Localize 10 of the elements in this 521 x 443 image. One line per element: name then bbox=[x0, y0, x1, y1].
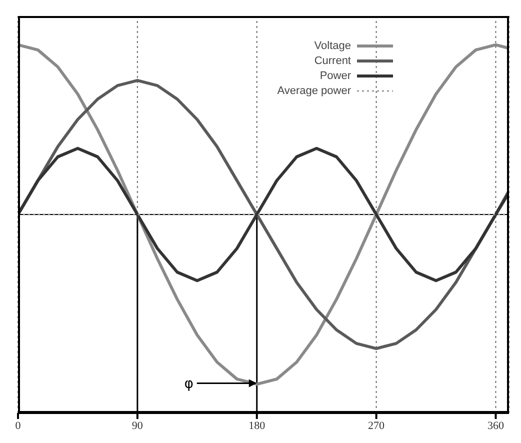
x-tick-label: 270 bbox=[368, 420, 386, 432]
x-tick-label: 90 bbox=[132, 420, 144, 432]
legend-label: Voltage bbox=[314, 40, 351, 52]
x-tick-label: 180 bbox=[248, 420, 266, 432]
legend-label: Current bbox=[314, 54, 351, 66]
x-tick-label: 0 bbox=[15, 420, 22, 432]
x-tick-label: 360 bbox=[487, 420, 504, 432]
legend-label: Power bbox=[320, 70, 351, 82]
annotation: φ bbox=[184, 376, 194, 392]
legend-label: Average power bbox=[277, 84, 351, 96]
